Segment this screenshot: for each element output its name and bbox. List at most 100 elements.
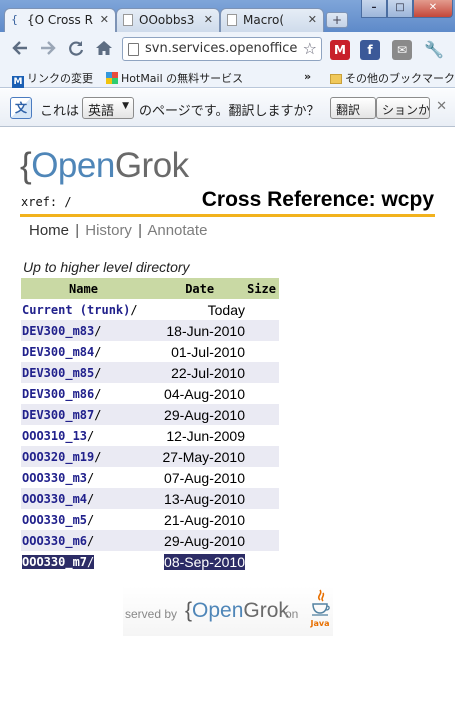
bookmark-hotmail[interactable]: HotMail の無料サービス [106, 70, 243, 86]
back-button[interactable] [10, 39, 30, 59]
directory-name-cell[interactable]: OOO310_13/ [21, 425, 146, 446]
reload-button[interactable] [66, 39, 86, 59]
home-button[interactable] [94, 39, 114, 59]
directory-link[interactable]: Current (trunk) [22, 302, 131, 317]
directory-link[interactable]: OOO310_13 [22, 428, 88, 443]
footer-logo-open: Open [192, 599, 244, 622]
table-row[interactable]: Current (trunk)/ Today [21, 299, 279, 320]
mail-checker-icon[interactable]: ✉ [392, 40, 412, 60]
directory-link[interactable]: OOO330_m3 [22, 470, 88, 485]
window-titlebar: { {O Cross R ✕ OOobbs3 ✕ Macro( ✕ + – □ … [0, 0, 455, 33]
directory-name-cell[interactable]: OOO330_m6/ [21, 530, 146, 551]
bookmarks-overflow-chevron-icon[interactable]: » [304, 70, 312, 83]
directory-name-cell[interactable]: Current (trunk)/ [21, 299, 146, 320]
directory-link[interactable]: OOO330_m7 [22, 554, 88, 569]
directory-name-cell[interactable]: DEV300_m83/ [21, 320, 146, 341]
mcafee-extension-icon[interactable]: M [330, 40, 350, 60]
bookmark-label: HotMail の無料サービス [121, 72, 244, 85]
browser-toolbar: svn.services.openoffice ☆ M f ✉ 🔧 [0, 32, 455, 66]
parent-directory-link[interactable]: Up to higher level directory [23, 259, 190, 275]
table-row[interactable]: DEV300_m86/04-Aug-2010 [21, 383, 279, 404]
directory-date: 01-Jul-2010 [171, 343, 245, 360]
history-link[interactable]: History [85, 222, 132, 239]
directory-name-cell[interactable]: DEV300_m85/ [21, 362, 146, 383]
language-select-value: 英語 [88, 104, 115, 119]
close-tab-icon[interactable]: ✕ [307, 13, 317, 26]
table-row[interactable]: OOO330_m6/29-Aug-2010 [21, 530, 279, 551]
directory-link[interactable]: DEV300_m86 [22, 386, 95, 401]
directory-name-cell[interactable]: OOO330_m5/ [21, 509, 146, 530]
tab-cross-reference[interactable]: { {O Cross R ✕ [4, 8, 116, 33]
directory-link[interactable]: DEV300_m87 [22, 407, 95, 422]
column-header-name[interactable]: Name [21, 278, 146, 299]
minimize-button[interactable]: – [361, 0, 387, 18]
path-slash: / [94, 407, 102, 422]
directory-date: 04-Aug-2010 [164, 385, 245, 402]
other-bookmarks-folder[interactable]: その他のブックマーク [330, 70, 455, 86]
window-controls: – □ ✕ [361, 0, 453, 18]
directory-name-cell[interactable]: DEV300_m86/ [21, 383, 146, 404]
bookmark-star-icon[interactable]: ☆ [302, 39, 317, 58]
table-row[interactable]: DEV300_m84/01-Jul-2010 [21, 341, 279, 362]
table-row[interactable]: DEV300_m87/29-Aug-2010 [21, 404, 279, 425]
new-tab-button[interactable]: + [326, 12, 348, 28]
opengrok-logo[interactable]: {OpenGrok [20, 146, 189, 186]
directory-link[interactable]: DEV300_m83 [22, 323, 95, 338]
column-header-size[interactable]: Size [244, 278, 279, 299]
table-row[interactable]: OOO330_m7/08-Sep-2010 [21, 551, 279, 572]
table-row[interactable]: OOO320_m19/27-May-2010 [21, 446, 279, 467]
java-logo-icon[interactable]: Java [309, 588, 331, 634]
address-bar[interactable]: svn.services.openoffice ☆ [122, 37, 322, 61]
forward-button[interactable] [38, 39, 58, 59]
table-row[interactable]: DEV300_m83/18-Jun-2010 [21, 320, 279, 341]
close-tab-icon[interactable]: ✕ [99, 13, 109, 26]
directory-name-cell[interactable]: OOO320_m19/ [21, 446, 146, 467]
directory-name-cell[interactable]: DEV300_m84/ [21, 341, 146, 362]
facebook-extension-icon[interactable]: f [360, 40, 380, 60]
directory-name-cell[interactable]: OOO330_m4/ [21, 488, 146, 509]
reload-icon [69, 41, 84, 56]
bookmarks-bar: M リンクの変更 HotMail の無料サービス » その他のブックマーク [0, 66, 455, 88]
translate-options-button[interactable]: ションかえ [376, 97, 430, 119]
forward-arrow-icon [41, 41, 56, 55]
directory-link[interactable]: DEV300_m85 [22, 365, 95, 380]
directory-date: Today [207, 301, 245, 318]
logo-open: Open [31, 146, 115, 185]
directory-link[interactable]: OOO330_m6 [22, 533, 88, 548]
footer-opengrok-logo[interactable]: {OpenGrok [185, 599, 289, 623]
directory-link[interactable]: DEV300_m84 [22, 344, 95, 359]
tab-ooobbs[interactable]: OOobbs3 ✕ [116, 8, 220, 32]
wrench-menu-icon[interactable]: 🔧 [424, 40, 444, 59]
translate-button[interactable]: 翻訳 [330, 97, 376, 119]
path-slash: / [94, 365, 102, 380]
directory-date: 22-Jul-2010 [171, 364, 245, 381]
folder-icon [330, 74, 342, 84]
table-row[interactable]: OOO330_m3/07-Aug-2010 [21, 467, 279, 488]
table-row[interactable]: DEV300_m85/22-Jul-2010 [21, 362, 279, 383]
column-header-date[interactable]: Date [146, 278, 245, 299]
home-link[interactable]: Home [29, 222, 70, 239]
opengrok-favicon-icon: { [11, 13, 18, 26]
maximize-button[interactable]: □ [387, 0, 413, 18]
annotate-link[interactable]: Annotate [147, 222, 208, 239]
nav-separator: | [75, 222, 80, 239]
url-text: svn.services.openoffice [145, 41, 298, 56]
close-window-button[interactable]: ✕ [413, 0, 453, 18]
directory-link[interactable]: OOO330_m5 [22, 512, 88, 527]
other-bookmarks-label: その他のブックマーク [345, 72, 455, 85]
dropdown-caret-icon: ▼ [122, 101, 129, 111]
directory-name-cell[interactable]: OOO330_m7/ [21, 551, 146, 572]
directory-name-cell[interactable]: DEV300_m87/ [21, 404, 146, 425]
directory-link[interactable]: OOO330_m4 [22, 491, 88, 506]
tab-macro[interactable]: Macro( ✕ [220, 8, 324, 32]
table-row[interactable]: OOO310_13/12-Jun-2009 [21, 425, 279, 446]
path-slash: / [94, 386, 102, 401]
bookmark-links[interactable]: M リンクの変更 [12, 70, 93, 88]
directory-name-cell[interactable]: OOO330_m3/ [21, 467, 146, 488]
directory-link[interactable]: OOO320_m19 [22, 449, 95, 464]
close-tab-icon[interactable]: ✕ [203, 13, 213, 26]
close-infobar-icon[interactable]: ✕ [436, 99, 447, 114]
language-select[interactable]: 英語 ▼ [82, 97, 134, 119]
table-row[interactable]: OOO330_m4/13-Aug-2010 [21, 488, 279, 509]
table-row[interactable]: OOO330_m5/21-Aug-2010 [21, 509, 279, 530]
